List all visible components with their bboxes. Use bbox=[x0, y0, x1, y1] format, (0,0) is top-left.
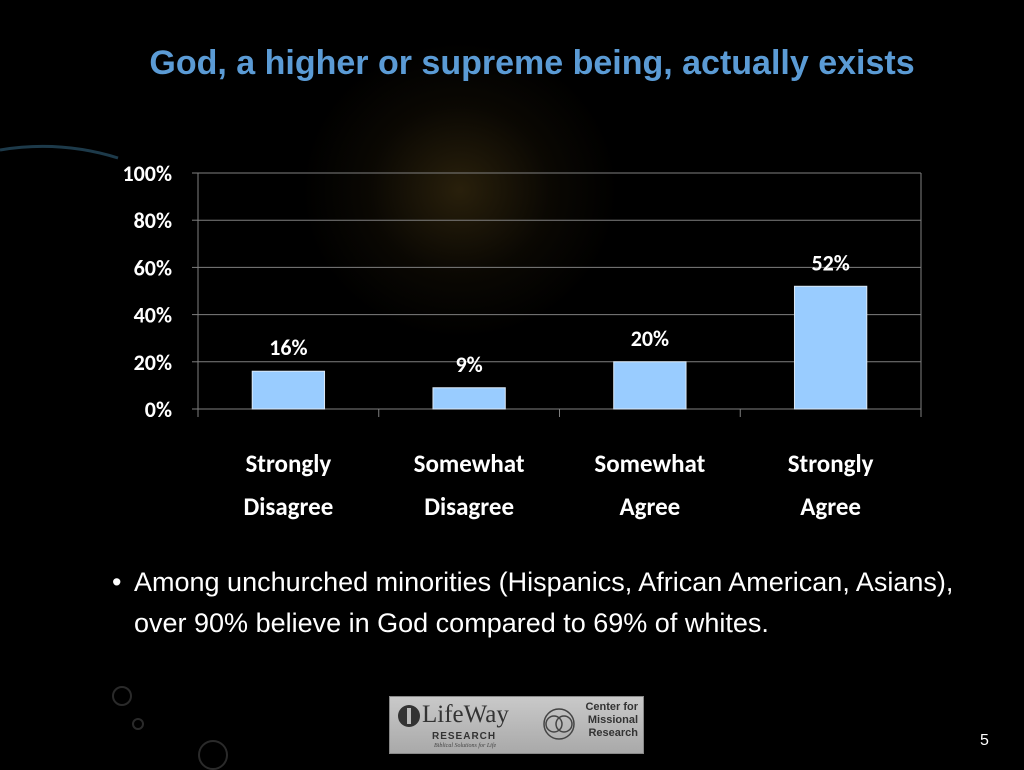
x-category-label: Strongly bbox=[245, 448, 331, 479]
data-label: 16% bbox=[269, 334, 307, 361]
y-tick-label: 100% bbox=[123, 160, 173, 187]
data-label: 52% bbox=[811, 249, 849, 276]
center-for-missional-research-logo: Center for Missional Research bbox=[540, 699, 640, 751]
bar bbox=[432, 387, 506, 410]
decorative-circle bbox=[132, 718, 144, 730]
bullet-marker: • bbox=[112, 567, 122, 597]
lifeway-cross-icon bbox=[398, 705, 420, 727]
x-category-labels: Strongly Disagree Somewhat Disagree Somewhat… bbox=[243, 448, 873, 522]
decorative-circle bbox=[198, 740, 228, 770]
cmr-text: Center for Missional Research bbox=[576, 701, 638, 740]
cmr-rings-icon bbox=[543, 708, 575, 740]
x-category-label: Disagree bbox=[424, 491, 514, 522]
cmr-line: Missional bbox=[587, 714, 638, 726]
page-number: 5 bbox=[980, 732, 989, 749]
lifeway-tagline: Biblical Solutions for Life bbox=[434, 743, 497, 749]
chart-bars bbox=[251, 285, 868, 410]
cmr-line: Research bbox=[588, 727, 638, 739]
bullet-text: Among unchurched minorities (Hispanics, … bbox=[134, 567, 954, 638]
data-label: 20% bbox=[631, 325, 669, 352]
sponsor-logos: LifeWay RESEARCH Biblical Solutions for … bbox=[389, 696, 644, 754]
bullet-point: • Among unchurched minorities (Hispanics… bbox=[112, 562, 992, 644]
x-category-label: Somewhat bbox=[594, 448, 705, 479]
x-category-label: Disagree bbox=[243, 491, 333, 522]
y-tick-label: 60% bbox=[134, 254, 172, 281]
bar bbox=[793, 285, 868, 410]
lifeway-name: LifeWay bbox=[422, 701, 509, 728]
slide-title: God, a higher or supreme being, actually… bbox=[149, 44, 915, 82]
bar bbox=[251, 370, 326, 410]
lifeway-sub: RESEARCH bbox=[432, 731, 497, 742]
y-tick-label: 40% bbox=[134, 302, 172, 329]
data-labels: 16% 9% 20% 52% bbox=[269, 249, 850, 377]
y-tick-label: 80% bbox=[134, 207, 172, 234]
bar bbox=[613, 361, 687, 410]
x-category-label: Strongly bbox=[788, 448, 874, 479]
data-label: 9% bbox=[456, 351, 483, 378]
y-tick-label: 0% bbox=[145, 396, 172, 423]
decorative-circle bbox=[112, 686, 132, 706]
y-tick-label: 20% bbox=[134, 349, 172, 376]
x-category-label: Somewhat bbox=[414, 448, 525, 479]
lifeway-research-logo: LifeWay RESEARCH Biblical Solutions for … bbox=[394, 699, 524, 751]
bar-chart: 0% 20% 40% 60% 80% 100% 16% 9% 20% 52% Strongly D… bbox=[123, 160, 922, 522]
x-category-label: Agree bbox=[619, 491, 680, 522]
cmr-line: Center for bbox=[585, 701, 638, 713]
x-category-label: Agree bbox=[800, 491, 861, 522]
y-tick-labels: 0% 20% 40% 60% 80% 100% bbox=[123, 160, 173, 423]
